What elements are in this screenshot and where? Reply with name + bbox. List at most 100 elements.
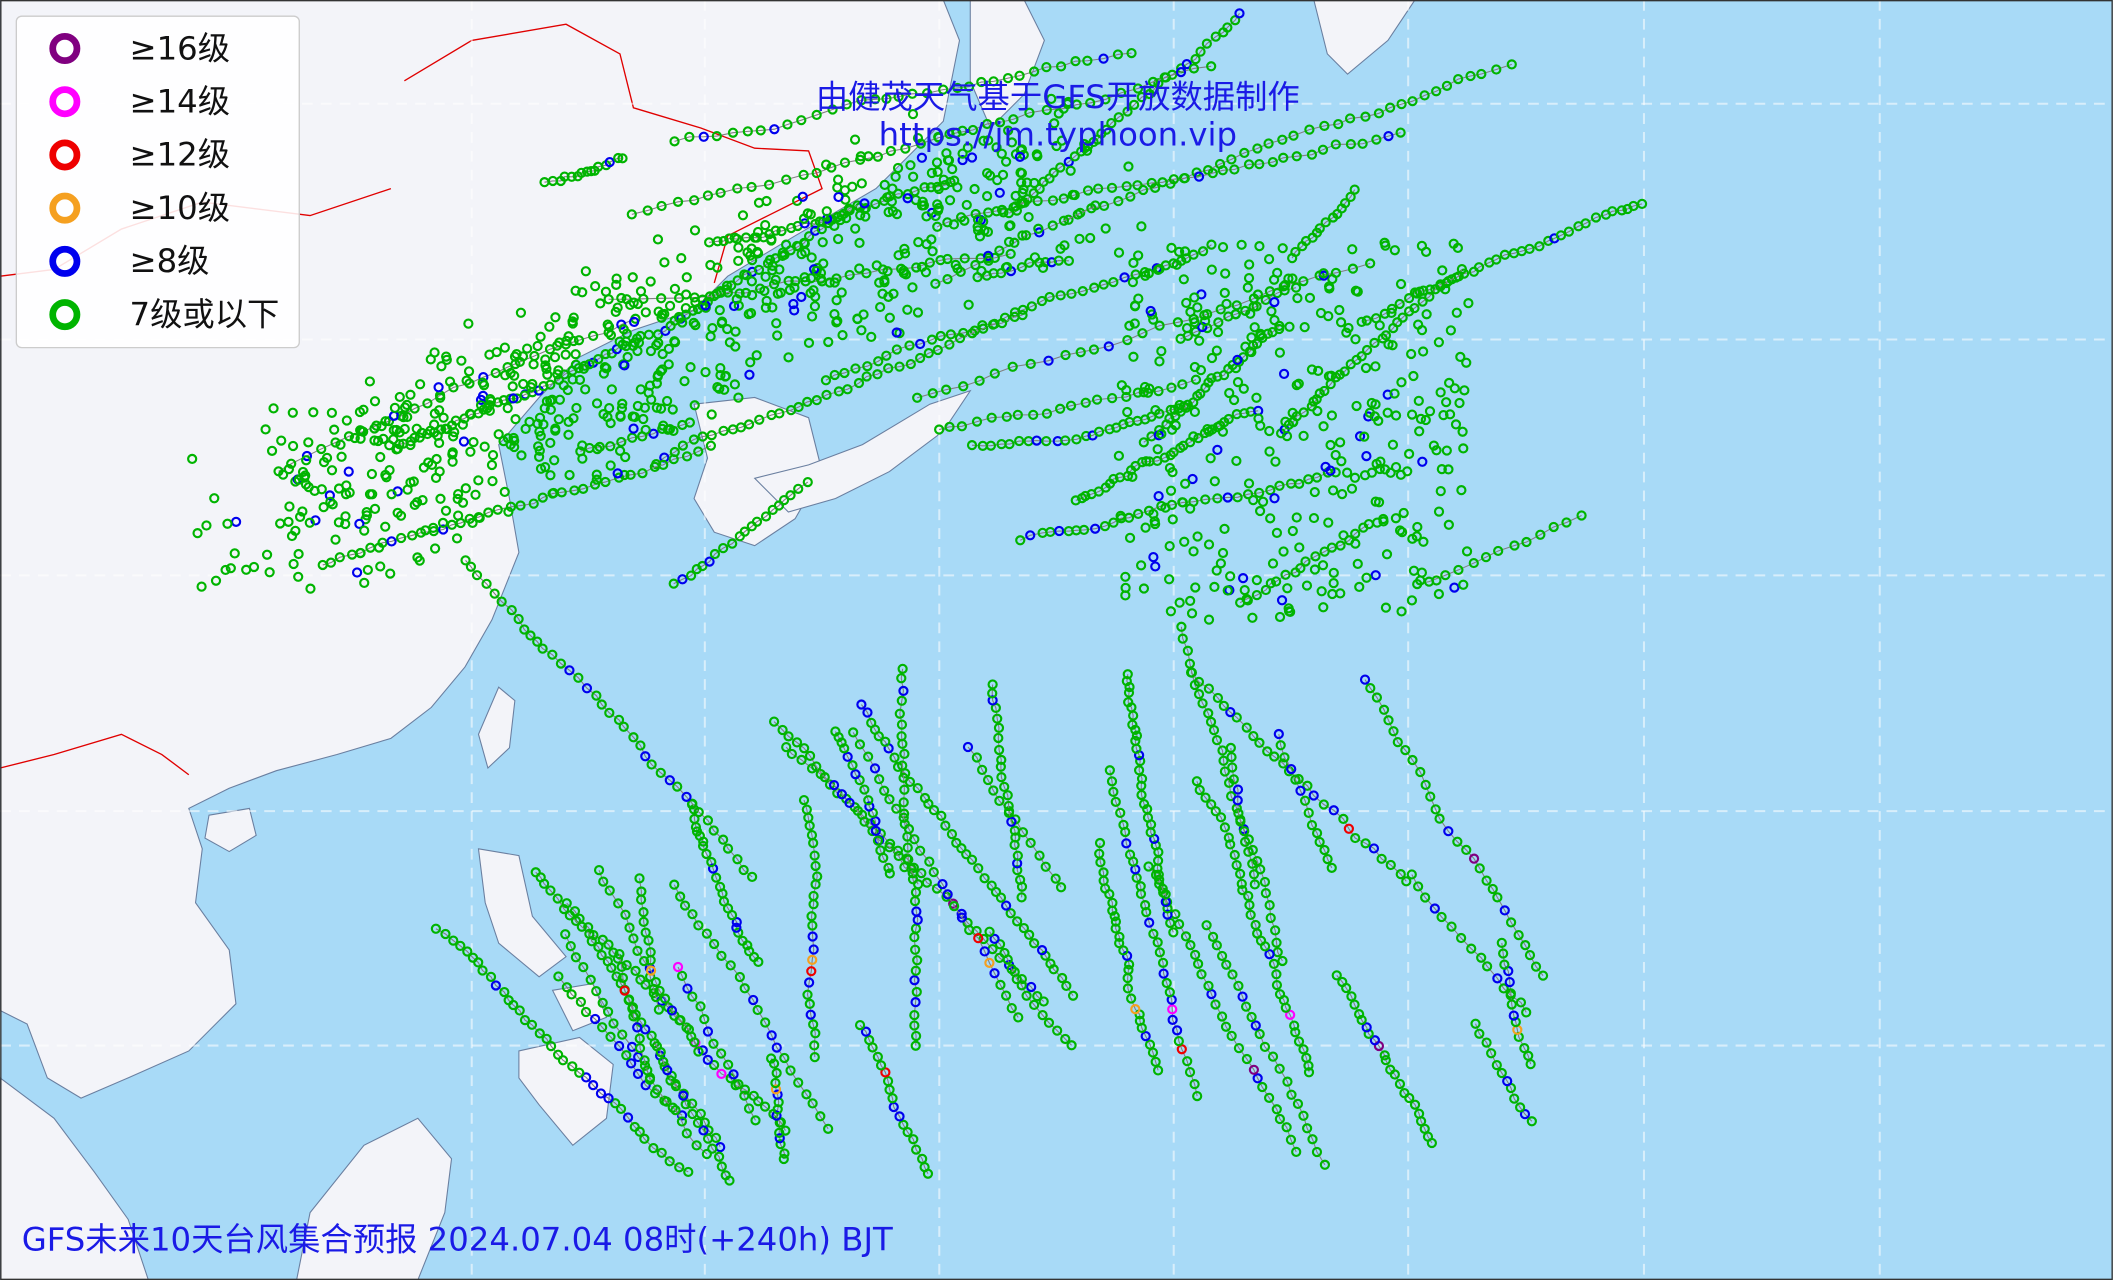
- track-point: [777, 250, 788, 261]
- track-line: [1126, 674, 1174, 933]
- track-point: [294, 511, 306, 522]
- track-point: [1082, 55, 1093, 66]
- track-point: [650, 976, 662, 988]
- track-point: [1211, 345, 1222, 356]
- track-point: [744, 946, 755, 957]
- track-point: [1380, 602, 1392, 613]
- track-point: [892, 162, 904, 174]
- track-point: [1365, 682, 1376, 694]
- track-point: [1209, 476, 1220, 487]
- track-point: [716, 316, 728, 327]
- track-point: [1381, 549, 1393, 560]
- track-point: [1433, 506, 1445, 517]
- track-point: [1081, 430, 1092, 442]
- track-point: [392, 443, 403, 454]
- track-point: [972, 225, 984, 236]
- track-point: [1504, 976, 1515, 988]
- track-point: [1122, 669, 1133, 680]
- track-point: [1374, 320, 1385, 331]
- track-point: [790, 275, 801, 287]
- track-point: [942, 889, 953, 900]
- track-point: [386, 536, 397, 547]
- track-point: [537, 643, 548, 654]
- track-point: [1237, 884, 1248, 896]
- track-point: [264, 567, 275, 578]
- track-point: [1244, 259, 1255, 270]
- track-point: [1043, 355, 1054, 366]
- track-point: [732, 854, 743, 865]
- track-point: [1425, 791, 1436, 802]
- track-point: [1242, 595, 1253, 606]
- track-point: [987, 679, 998, 690]
- track-point: [1007, 361, 1018, 372]
- track-point: [614, 445, 626, 456]
- track-point: [552, 369, 563, 380]
- track-point: [1226, 154, 1237, 165]
- track-point: [1473, 262, 1485, 273]
- track-point: [1057, 972, 1068, 984]
- track-point: [1607, 206, 1618, 217]
- track-point: [863, 795, 874, 806]
- track-point: [768, 716, 780, 727]
- track-point: [1438, 410, 1449, 421]
- track-point: [1292, 293, 1303, 304]
- track-point: [1320, 217, 1331, 228]
- track-point: [1210, 806, 1221, 817]
- track-point: [1428, 440, 1440, 451]
- track-point: [1282, 1076, 1293, 1087]
- track-point: [1379, 237, 1390, 248]
- track-point: [1349, 999, 1360, 1010]
- track-point: [969, 183, 980, 195]
- track-point: [1402, 466, 1413, 477]
- track-point: [891, 344, 902, 355]
- track-point: [1053, 108, 1064, 119]
- track-point: [656, 200, 667, 212]
- track-point: [727, 538, 738, 549]
- track-point: [996, 317, 1008, 329]
- track-point: [1251, 590, 1262, 601]
- track-point: [1303, 807, 1314, 818]
- track-point: [603, 939, 614, 950]
- track-point: [632, 1068, 644, 1079]
- track-point: [764, 254, 776, 266]
- track-point: [1000, 156, 1012, 167]
- track-point: [549, 455, 560, 466]
- track-point: [1197, 698, 1208, 709]
- track-point: [1017, 310, 1028, 321]
- track-point: [1010, 832, 1021, 843]
- track-point: [1333, 118, 1344, 130]
- track-point: [1099, 521, 1111, 532]
- track-point: [1143, 861, 1154, 872]
- track-point: [669, 136, 680, 147]
- track-point: [937, 879, 948, 890]
- track-point: [880, 1067, 891, 1078]
- track-point: [1228, 774, 1239, 785]
- track-line: [1501, 942, 1532, 1065]
- track-point: [343, 431, 355, 442]
- track-point: [870, 94, 881, 105]
- track-point: [847, 760, 858, 771]
- track-point: [928, 867, 939, 878]
- track-point: [405, 389, 416, 400]
- track-point: [1213, 317, 1224, 328]
- track-point: [1255, 330, 1266, 341]
- track-point: [611, 279, 622, 290]
- track-point: [920, 267, 932, 278]
- track-point: [602, 1006, 614, 1017]
- track-point: [884, 312, 895, 323]
- track-point: [1255, 420, 1266, 431]
- track-point: [440, 928, 451, 940]
- track-point: [689, 1037, 700, 1048]
- track-point: [699, 1014, 710, 1025]
- track-point: [1264, 949, 1275, 960]
- track-point: [664, 300, 676, 311]
- track-point: [549, 352, 561, 363]
- track-point: [1431, 86, 1442, 97]
- track-point: [455, 940, 466, 951]
- track-point: [1168, 174, 1179, 185]
- track-point: [632, 945, 643, 956]
- track-point: [1055, 882, 1067, 893]
- track-point: [318, 502, 329, 513]
- track-point: [711, 872, 722, 883]
- track-point: [856, 325, 867, 336]
